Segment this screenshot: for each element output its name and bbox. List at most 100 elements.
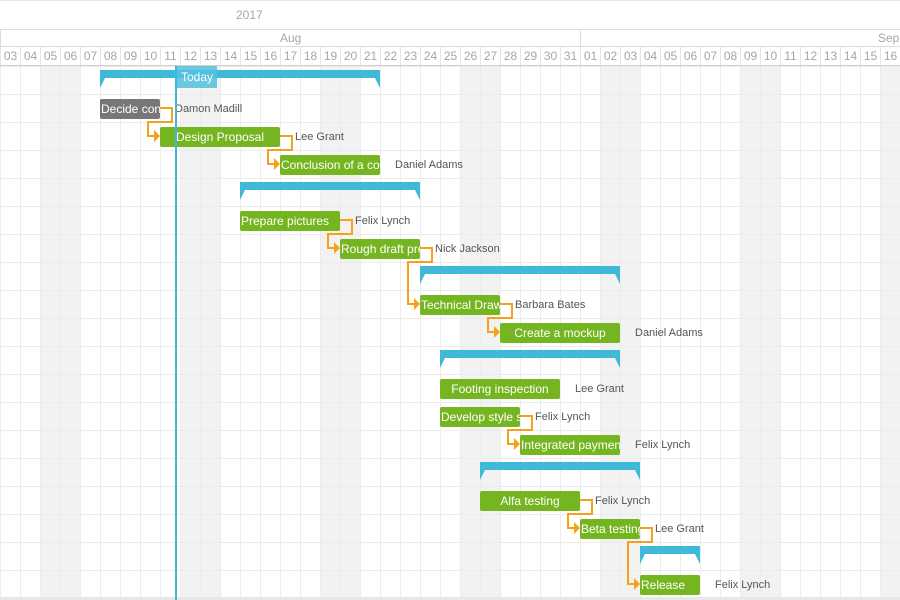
summary-bar[interactable] [440,350,620,368]
dependency-link[interactable] [407,247,433,305]
row-divider [0,486,900,487]
day-label: 20 [340,47,360,65]
day-column [780,66,800,600]
day-column [660,66,680,600]
task-name: Technical Draw [421,298,500,312]
task-bar[interactable]: Alfa testing [480,491,580,511]
day-column [640,66,660,600]
task-bar[interactable]: Prepare pictures [240,211,340,231]
dependency-link[interactable] [567,499,593,529]
day-column [160,66,180,600]
summary-bar[interactable] [640,546,700,564]
day-label: 30 [540,47,560,65]
task-assignee: Lee Grant [575,383,624,395]
year-label: 2017 [236,8,263,22]
summary-bar[interactable] [480,462,640,480]
summary-bar[interactable] [420,266,620,284]
task-bar[interactable]: Design Proposal [160,127,280,147]
arrow-right-icon [574,522,580,534]
today-marker-line [175,66,177,600]
task-bar[interactable]: Rough draft pre [340,239,420,259]
dependency-link[interactable] [627,527,653,585]
task-assignee: Barbara Bates [515,299,586,311]
today-marker-label: Today [177,66,217,88]
task-assignee: Felix Lynch [715,579,771,591]
day-label: 09 [740,47,760,65]
task-name: Create a mockup [514,326,606,340]
row-divider [0,150,900,151]
task-bar[interactable]: Decide con [100,99,160,119]
row-divider [0,206,900,207]
day-label: 07 [700,47,720,65]
month-divider [580,30,581,47]
day-header: 03 04 05 06 07 08 09 10 11 12 13 14 15 16 17 18 19 20 21 22… [0,47,900,66]
day-label: 03 [620,47,640,65]
task-assignee: Damon Madill [175,103,243,115]
day-column [260,66,280,600]
row-divider [0,66,900,67]
day-label: 27 [480,47,500,65]
day-column [820,66,840,600]
year-header: 2017 [0,0,900,30]
dependency-link[interactable] [147,107,173,137]
day-label: 01 [580,47,600,65]
day-label: 13 [820,47,840,65]
row-divider [0,430,900,431]
arrow-right-icon [274,158,280,170]
weekend-column [200,66,220,600]
dependency-link[interactable] [487,303,513,333]
day-label: 19 [320,47,340,65]
day-label: 16 [880,47,900,65]
task-bar[interactable]: Technical Draw [420,295,500,315]
month-divider [0,30,1,47]
day-column [220,66,240,600]
horizontal-scrollbar[interactable] [0,597,900,600]
task-name: Integrated paymen [521,438,620,452]
row-divider [0,234,900,235]
task-assignee: Daniel Adams [395,159,463,171]
dependency-link[interactable] [507,415,533,445]
day-label: 21 [360,47,380,65]
dependency-link[interactable] [327,219,353,249]
day-label: 28 [500,47,520,65]
day-label: 04 [640,47,660,65]
task-bar[interactable]: Release [640,575,700,595]
day-label: 14 [220,47,240,65]
task-bar[interactable]: Create a mockup [500,323,620,343]
row-divider [0,122,900,123]
arrow-right-icon [494,326,500,338]
day-column [300,66,320,600]
task-name: Alfa testing [500,494,560,508]
task-name: Rough draft pre [341,242,420,256]
day-column [80,66,100,600]
day-label: 22 [380,47,400,65]
dependency-link[interactable] [267,135,293,165]
weekend-column [180,66,200,600]
arrow-right-icon [514,438,520,450]
task-assignee: Daniel Adams [635,327,703,339]
task-bar[interactable]: Conclusion of a co [280,155,380,175]
task-bar[interactable]: Beta testing [580,519,640,539]
day-label: 12 [180,47,200,65]
arrow-right-icon [154,130,160,142]
row-divider [0,402,900,403]
day-label: 02 [600,47,620,65]
day-column [360,66,380,600]
day-label: 16 [260,47,280,65]
weekend-column [880,66,900,600]
row-divider [0,178,900,179]
task-bar[interactable]: Develop style s [440,407,520,427]
day-label: 15 [240,47,260,65]
month-header: Aug Sep [0,30,900,47]
day-label: 13 [200,47,220,65]
task-bar[interactable]: Integrated paymen [520,435,620,455]
task-assignee: Felix Lynch [635,439,691,451]
task-bar[interactable]: Footing inspection [440,379,560,399]
summary-bar[interactable] [100,70,380,88]
summary-bar[interactable] [240,182,420,200]
row-divider [0,290,900,291]
row-divider [0,94,900,95]
day-label: 26 [460,47,480,65]
weekend-column [760,66,780,600]
row-divider [0,346,900,347]
